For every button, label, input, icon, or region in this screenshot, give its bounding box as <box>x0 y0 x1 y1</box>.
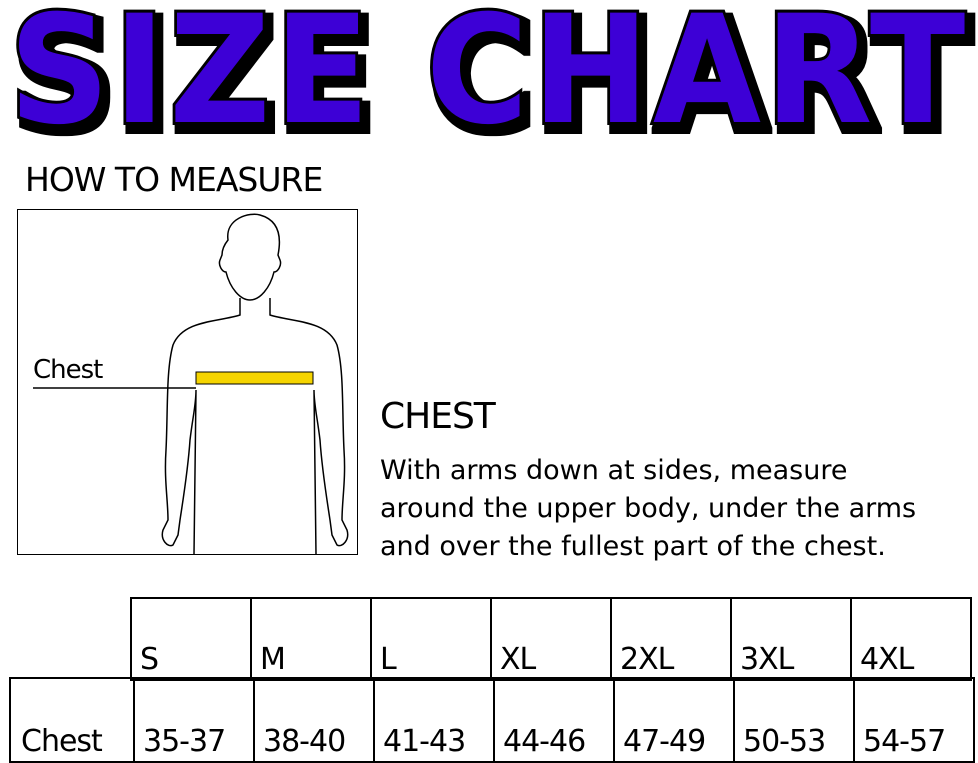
size-header: S <box>130 597 252 681</box>
how-to-measure-heading: HOW TO MEASURE <box>25 160 323 199</box>
title-graphic: SIZE CHART <box>6 0 969 161</box>
table-cell: 44-46 <box>493 677 615 763</box>
size-header: M <box>250 597 372 681</box>
size-chart-title: SIZE CHART <box>0 0 978 161</box>
chest-section-title: CHEST <box>380 396 496 437</box>
table-cell: 38-40 <box>253 677 375 763</box>
table-cell: 41-43 <box>373 677 495 763</box>
table-cell: 50-53 <box>733 677 855 763</box>
size-header: XL <box>490 597 612 681</box>
table-cell: 35-37 <box>133 677 255 763</box>
size-header: L <box>370 597 492 681</box>
size-header-row: S M L XL 2XL 3XL 4XL <box>130 597 972 681</box>
size-header: 3XL <box>730 597 852 681</box>
chest-label: Chest <box>33 355 103 385</box>
size-header: 2XL <box>610 597 732 681</box>
instruction-line: around the upper body, under the arms <box>380 493 917 524</box>
table-cell: 47-49 <box>613 677 735 763</box>
body-outline-illustration <box>33 213 349 555</box>
table-cell: 54-57 <box>853 677 975 763</box>
title-text: SIZE CHART <box>9 0 969 142</box>
instruction-line: and over the fullest part of the chest. <box>380 531 886 562</box>
chest-measurement-row: Chest 35-37 38-40 41-43 44-46 47-49 50-5… <box>9 677 975 763</box>
instruction-line: With arms down at sides, measure <box>380 455 848 486</box>
measure-figure: Chest <box>17 209 358 555</box>
measuring-tape <box>195 371 314 385</box>
row-label: Chest <box>9 677 135 763</box>
chest-instructions: With arms down at sides, measure around … <box>380 452 978 566</box>
size-header: 4XL <box>850 597 972 681</box>
